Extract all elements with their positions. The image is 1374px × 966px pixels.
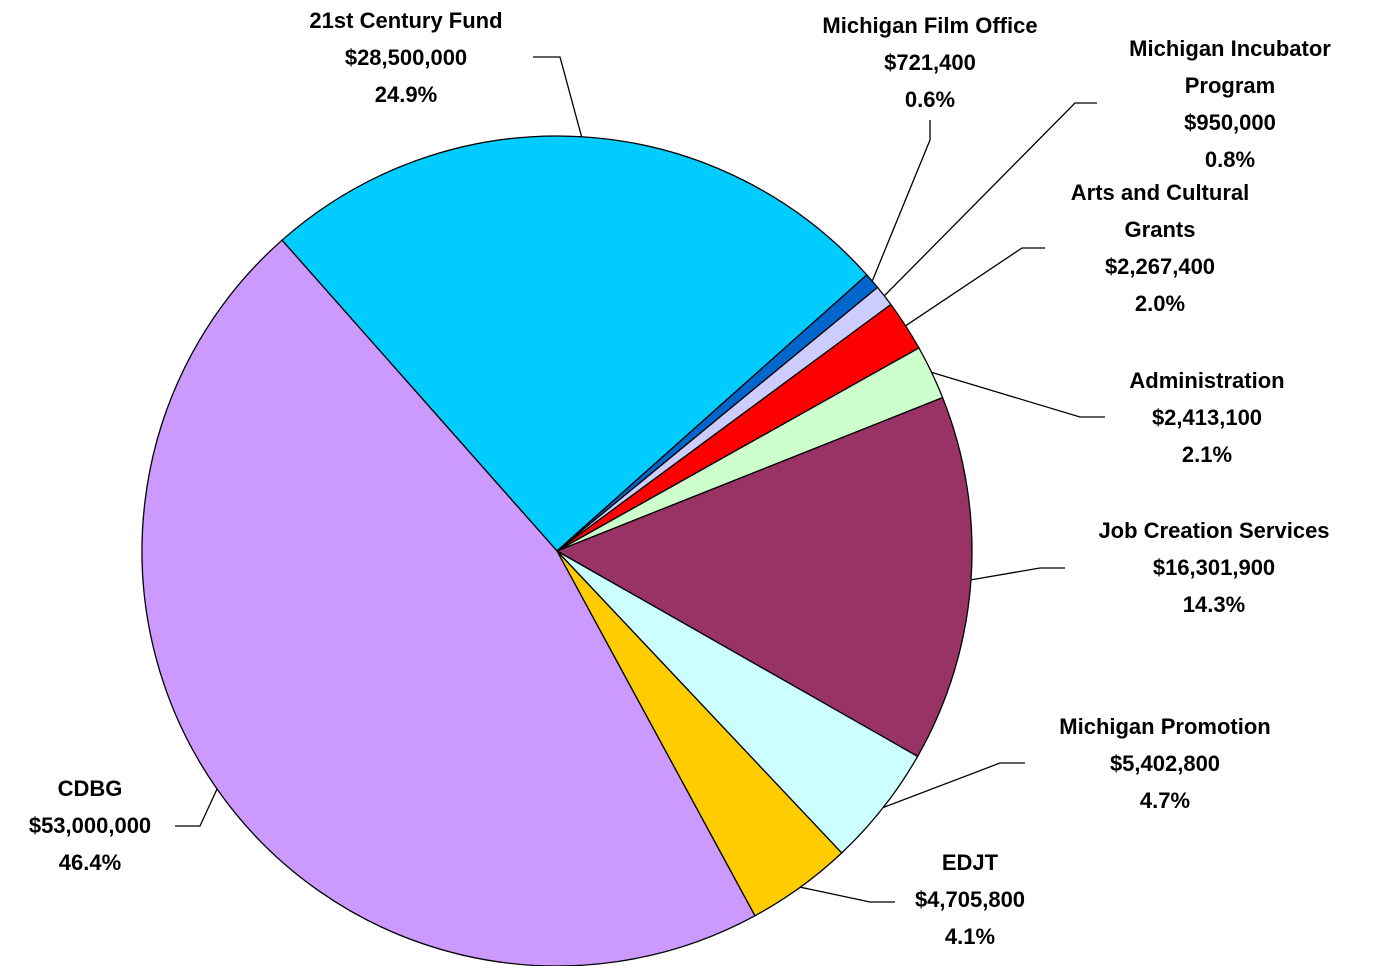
- slice-label: 21st Century Fund $28,500,000 24.9%: [256, 2, 556, 113]
- label-value: $2,267,400: [1104, 254, 1216, 279]
- slice-label: Michigan Film Office $721,400 0.6%: [780, 7, 1080, 118]
- label-name: CDBG: [57, 776, 123, 801]
- label-percent: 4.1%: [944, 924, 996, 949]
- label-name: Michigan Incubator Program: [1129, 36, 1331, 98]
- slice-label: EDJT $4,705,800 4.1%: [870, 844, 1070, 955]
- leader-line: [883, 102, 1097, 297]
- label-name: Arts and Cultural Grants: [1070, 180, 1250, 242]
- leader-line: [533, 56, 583, 137]
- label-name: EDJT: [941, 850, 999, 875]
- label-percent: 2.1%: [1181, 442, 1233, 467]
- pie-slice: [281, 135, 868, 552]
- label-value: $4,705,800: [914, 887, 1026, 912]
- label-percent: 14.3%: [1182, 592, 1246, 617]
- label-value: $721,400: [884, 50, 976, 75]
- slice-label: Michigan Promotion $5,402,800 4.7%: [1020, 708, 1310, 819]
- slice-label: Arts and Cultural Grants $2,267,400 2.0%: [1040, 174, 1280, 322]
- pie-slice: [555, 396, 973, 758]
- label-name: 21st Century Fund: [309, 8, 503, 33]
- leader-line: [931, 371, 1105, 418]
- leader-line: [882, 762, 1025, 809]
- label-percent: 4.7%: [1139, 788, 1191, 813]
- label-value: $2,413,100: [1151, 405, 1263, 430]
- leader-line: [175, 788, 218, 827]
- label-percent: 0.8%: [1204, 147, 1256, 172]
- label-value: $950,000: [1184, 110, 1276, 135]
- slice-label: Administration $2,413,100 2.1%: [1077, 362, 1337, 473]
- leader-line: [905, 247, 1045, 327]
- label-percent: 46.4%: [58, 850, 122, 875]
- leader-line: [871, 120, 931, 282]
- label-name: Michigan Promotion: [1059, 714, 1271, 739]
- label-percent: 2.0%: [1134, 291, 1186, 316]
- label-value: $16,301,900: [1152, 555, 1276, 580]
- label-name: Job Creation Services: [1098, 518, 1330, 543]
- label-name: Administration: [1129, 368, 1285, 393]
- label-percent: 24.9%: [374, 82, 438, 107]
- pie-slice: [141, 239, 756, 966]
- slice-label: Job Creation Services $16,301,900 14.3%: [1059, 512, 1369, 623]
- label-name: Michigan Film Office: [822, 13, 1038, 38]
- label-percent: 0.6%: [904, 87, 956, 112]
- label-value: $53,000,000: [28, 813, 152, 838]
- label-value: $5,402,800: [1109, 751, 1221, 776]
- slice-label: CDBG $53,000,000 46.4%: [5, 770, 175, 881]
- label-value: $28,500,000: [344, 45, 468, 70]
- leader-line: [970, 567, 1065, 581]
- slice-label: Michigan Incubator Program $950,000 0.8%: [1095, 30, 1365, 178]
- leader-line: [800, 886, 895, 903]
